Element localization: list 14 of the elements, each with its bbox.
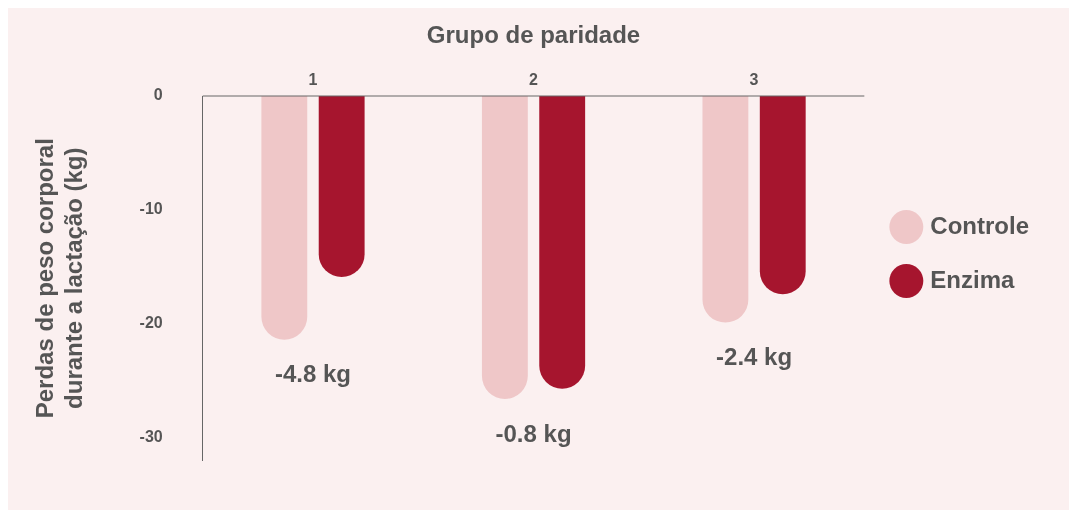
x-axis-title: Grupo de paridade [426, 21, 641, 49]
legend-label: Controle [930, 211, 1030, 239]
y-tick-label: 0 [153, 86, 163, 104]
y-tick-label: -10 [139, 200, 163, 218]
y-axis-title: Perdas de peso corporal durante a lactação (kg) [31, 138, 87, 419]
annotation: -2.4 kg [716, 343, 793, 371]
legend-label: Enzima [930, 265, 1016, 293]
x-tick-label: 1 [308, 70, 318, 88]
annotation: -4.8 kg [274, 360, 352, 388]
x-tick-label: 3 [749, 70, 759, 88]
annotation: -0.8 kg [495, 419, 572, 447]
y-tick-label: -30 [139, 428, 163, 446]
y-tick-label: -20 [139, 314, 163, 332]
x-tick-label: 2 [529, 70, 539, 88]
